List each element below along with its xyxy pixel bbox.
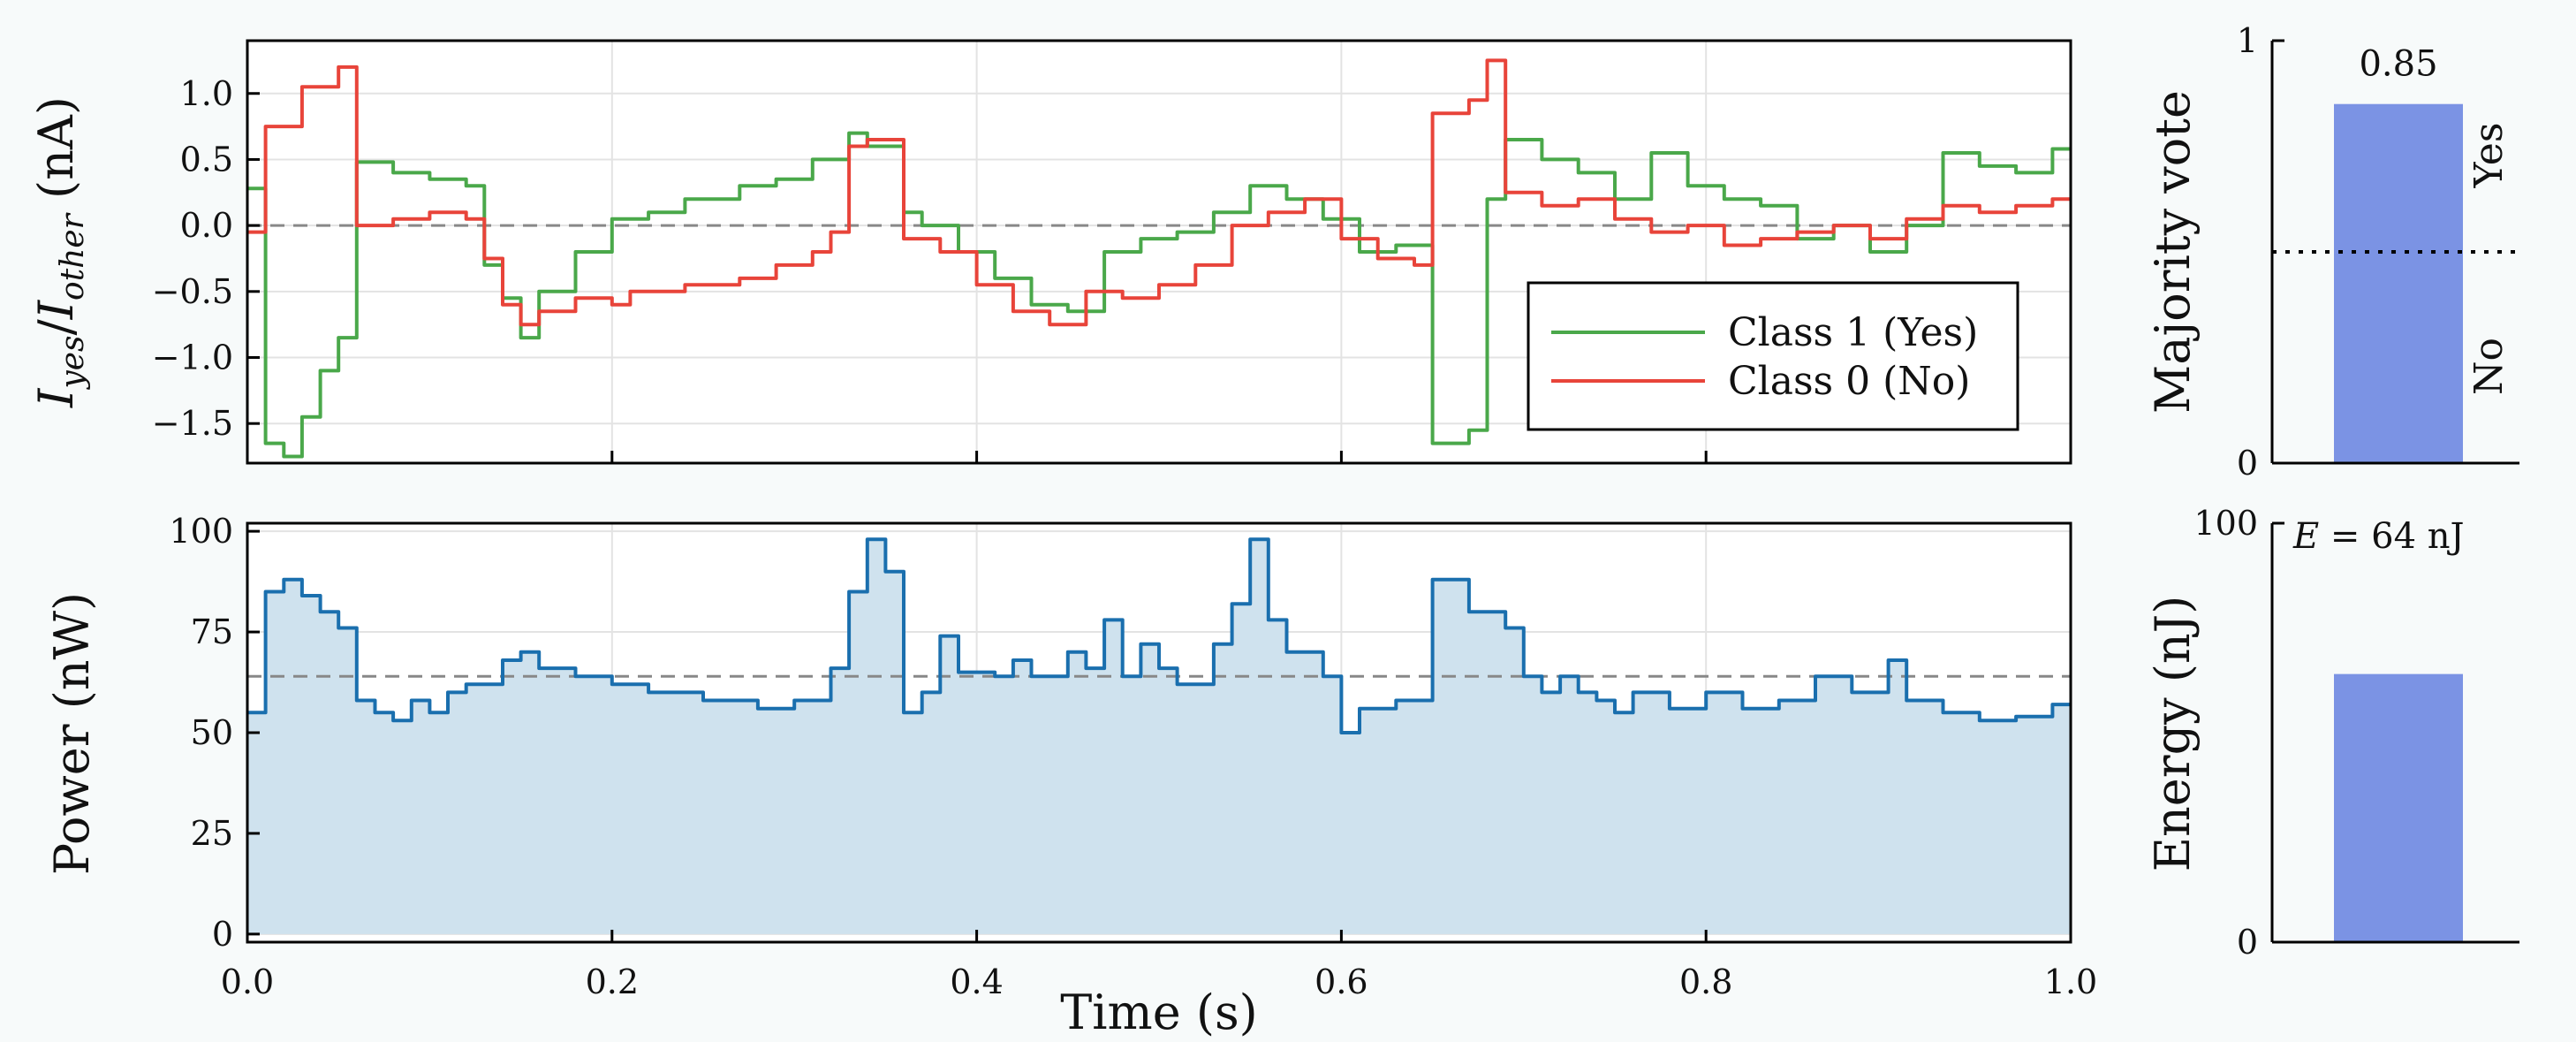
power-ylabel: Power (nW) [44, 592, 100, 875]
currents-ytick-label-4: −1.0 [152, 338, 233, 377]
legend-label-class1: Class 1 (Yes) [1728, 310, 1978, 355]
majority-ytick-label-1: 1 [2237, 21, 2258, 60]
majority-body: 0 1 0.85 Yes No [2237, 21, 2519, 483]
power-xtick-label-2: 0.4 [950, 962, 1003, 1001]
power-xtick-label-1: 0.2 [586, 962, 639, 1001]
majority-no-label: No [2466, 338, 2512, 395]
majority-yes-label: Yes [2466, 123, 2512, 189]
majority-bar [2334, 103, 2463, 463]
power-ytick-label-0: 0 [212, 915, 233, 954]
currents-ylabel: Iyes/Iother (nA) [28, 96, 91, 408]
majority-vote-chart: 0 1 0.85 Yes No Majority vote [2145, 21, 2519, 483]
power-area [247, 537, 2071, 934]
power-xtick-label-3: 0.6 [1315, 962, 1368, 1001]
currents-ytick-label-2: 0.0 [180, 206, 233, 245]
currents-ytick-label-1: 0.5 [180, 140, 233, 179]
power-ytick-label-3: 75 [191, 612, 233, 651]
currents-frame [246, 39, 2072, 465]
legend: Class 1 (Yes) Class 0 (No) [1527, 281, 2019, 431]
power-ytick-label-1: 25 [191, 814, 233, 853]
currents-ytick-label-5: −1.5 [152, 404, 233, 443]
currents-chart: 1.0 0.5 0.0 −0.5 −1.0 −1.5 Iyes/Iother (nA) C… [28, 39, 2072, 465]
currents-ticks: 1.0 0.5 0.0 −0.5 −1.0 −1.5 [152, 74, 2072, 463]
legend-label-class0: Class 0 (No) [1728, 359, 1970, 404]
energy-ytick-label-0: 0 [2237, 923, 2258, 962]
majority-value-label: 0.85 [2359, 44, 2437, 85]
energy-ytick-label-1: 100 [2193, 504, 2258, 543]
energy-annotation: E = 64 nJ [2292, 516, 2465, 557]
power-ytick-label-2: 50 [191, 713, 233, 752]
currents-series-class0 [247, 58, 2071, 327]
power-ticks: 0.0 0.2 0.4 0.6 0.8 1.0 0 25 50 75 100 [169, 512, 2097, 1001]
legend-box [1527, 281, 2019, 431]
power-xtick-label-5: 1.0 [2044, 962, 2097, 1001]
power-ytick-label-4: 100 [169, 512, 233, 551]
power-xtick-label-0: 0.0 [221, 962, 274, 1001]
power-area-fill [247, 539, 2071, 934]
energy-body: 0 100 E = 64 nJ [2193, 504, 2519, 962]
energy-chart: 0 100 E = 64 nJ Energy (nJ) [2145, 504, 2519, 962]
power-series-line [247, 537, 2071, 734]
energy-bar [2334, 673, 2463, 942]
majority-ytick-label-0: 0 [2237, 444, 2258, 483]
currents-ytick-label-3: −0.5 [152, 272, 233, 311]
majority-ylabel: Majority vote [2145, 90, 2201, 414]
time-xlabel: Time (s) [1060, 985, 1257, 1040]
power-xtick-label-4: 0.8 [1679, 962, 1732, 1001]
energy-ylabel: Energy (nJ) [2145, 596, 2201, 872]
currents-ytick-label-0: 1.0 [180, 74, 233, 113]
currents-lines [247, 58, 2071, 459]
